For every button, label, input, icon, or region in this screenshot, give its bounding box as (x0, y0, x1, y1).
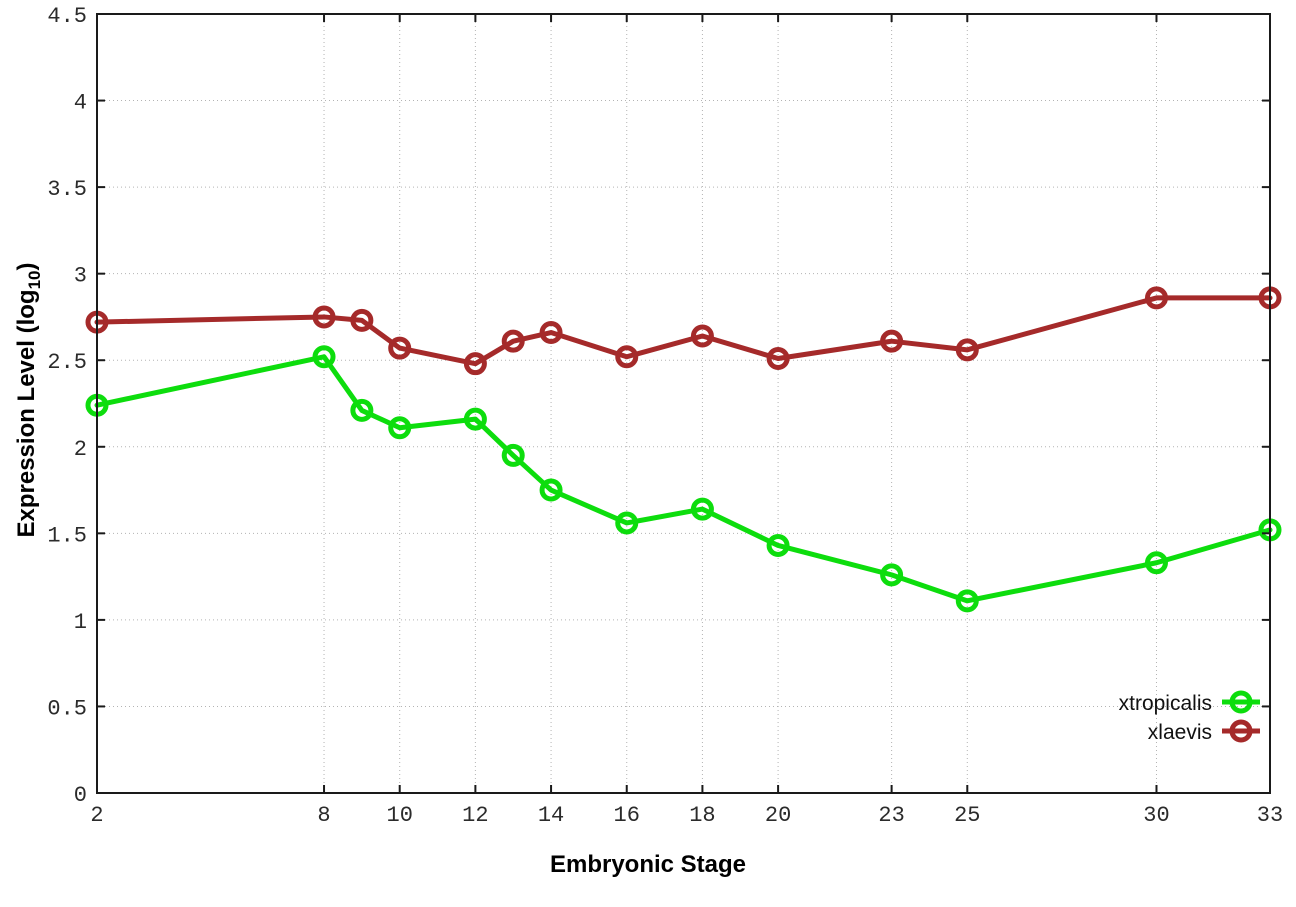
y-axis-title-subscript: 10 (25, 270, 44, 290)
data-point-xtropicalis-14 (539, 478, 563, 502)
data-point-xtropicalis-12 (463, 407, 487, 431)
data-point-xtropicalis-20 (766, 533, 790, 557)
x-tick-label-12: 12 (462, 803, 488, 828)
data-point-xlaevis-12 (463, 352, 487, 376)
x-tick-label-14: 14 (538, 803, 564, 828)
x-tick-label-8: 8 (317, 803, 330, 828)
y-tick-label-2: 2 (74, 437, 87, 462)
data-point-xtropicalis-8 (312, 345, 336, 369)
legend-label-xtropicalis: xtropicalis (1119, 692, 1212, 715)
y-tick-label-3.5: 3.5 (47, 177, 87, 202)
y-axis-title-end: ) (13, 262, 40, 271)
data-point-xlaevis-8 (312, 305, 336, 329)
data-point-xtropicalis-10 (388, 416, 412, 440)
y-tick-label-1: 1 (74, 610, 87, 635)
x-axis-title: Embryonic Stage (549, 851, 747, 878)
data-point-xlaevis-13 (501, 329, 525, 353)
x-tick-label-18: 18 (689, 803, 715, 828)
y-tick-label-0: 0 (74, 783, 87, 808)
data-point-xtropicalis-16 (615, 511, 639, 535)
legend-sample-marker-xtropicalis (1229, 690, 1253, 714)
x-tick-label-10: 10 (387, 803, 413, 828)
data-point-xlaevis-30 (1144, 286, 1168, 310)
y-tick-label-3: 3 (74, 264, 87, 289)
x-tick-label-33: 33 (1257, 803, 1283, 828)
x-tick-label-20: 20 (765, 803, 791, 828)
plot-border (96, 13, 1271, 794)
legend-label-xlaevis: xlaevis (1148, 721, 1212, 744)
x-tick-label-23: 23 (878, 803, 904, 828)
y-tick-label-0.5: 0.5 (47, 696, 87, 721)
data-point-xtropicalis-9 (350, 398, 374, 422)
data-point-xlaevis-25 (955, 338, 979, 362)
data-point-xlaevis-10 (388, 336, 412, 360)
x-tick-label-30: 30 (1143, 803, 1169, 828)
data-point-xtropicalis-13 (501, 443, 525, 467)
y-axis-title-main: Expression Level (log (13, 289, 40, 538)
data-point-xtropicalis-18 (690, 497, 714, 521)
y-tick-label-1.5: 1.5 (47, 523, 87, 548)
data-point-xlaevis-23 (880, 329, 904, 353)
y-axis-title: Expression Level (log10) (13, 263, 45, 538)
data-point-xtropicalis-25 (955, 589, 979, 613)
x-tick-label-16: 16 (614, 803, 640, 828)
data-point-xlaevis-16 (615, 345, 639, 369)
x-tick-label-25: 25 (954, 803, 980, 828)
data-point-xtropicalis-23 (880, 563, 904, 587)
data-point-xlaevis-9 (350, 308, 374, 332)
x-tick-label-2: 2 (90, 803, 103, 828)
data-point-xtropicalis-30 (1144, 551, 1168, 575)
data-point-xlaevis-14 (539, 321, 563, 345)
y-tick-label-4.5: 4.5 (47, 4, 87, 29)
data-point-xlaevis-18 (690, 324, 714, 348)
data-point-xlaevis-20 (766, 346, 790, 370)
y-tick-label-4: 4 (74, 91, 87, 116)
y-tick-label-2.5: 2.5 (47, 350, 87, 375)
legend-sample-marker-xlaevis (1229, 719, 1253, 743)
